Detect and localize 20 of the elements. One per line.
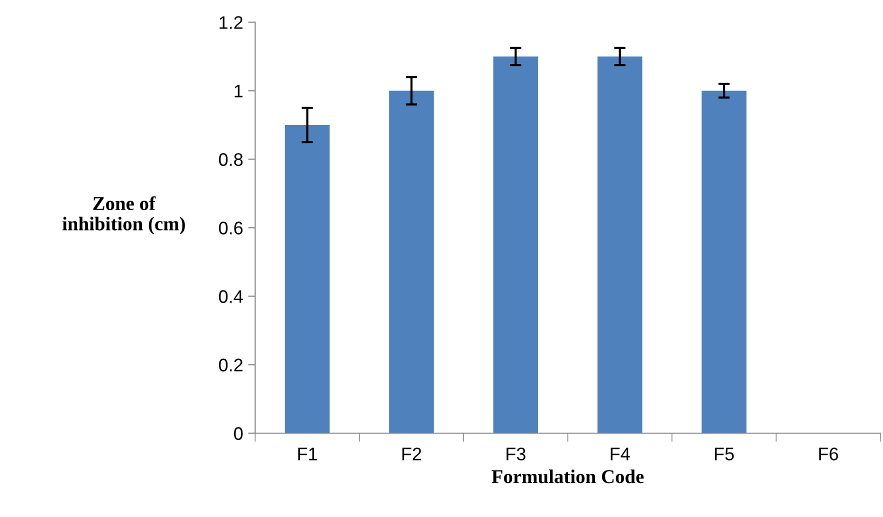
bar <box>389 90 434 434</box>
x-tick-label: F6 <box>819 448 838 460</box>
x-tick-label: F2 <box>402 448 422 460</box>
bar <box>597 56 642 434</box>
bar <box>493 56 538 434</box>
y-tick-label: 0.6 <box>218 222 243 234</box>
x-tick-label: F1 <box>298 448 317 460</box>
bar <box>702 90 746 434</box>
x-tick-label: F4 <box>610 448 630 460</box>
y-tick-label: 1.2 <box>220 16 242 29</box>
y-axis-title: Zone of inhibition (cm) <box>62 196 185 234</box>
y-tick-label: 1 <box>234 84 242 98</box>
y-tick-label: 0.2 <box>218 358 242 372</box>
y-tick-label: 0 <box>234 427 243 440</box>
x-axis-title: Formulation Code <box>492 470 644 484</box>
x-tick-label: F3 <box>506 448 526 460</box>
y-tick-label: 0.4 <box>218 290 243 303</box>
x-tick-label: F5 <box>715 448 734 460</box>
y-tick-label: 0.8 <box>218 153 243 166</box>
bar <box>284 124 330 434</box>
